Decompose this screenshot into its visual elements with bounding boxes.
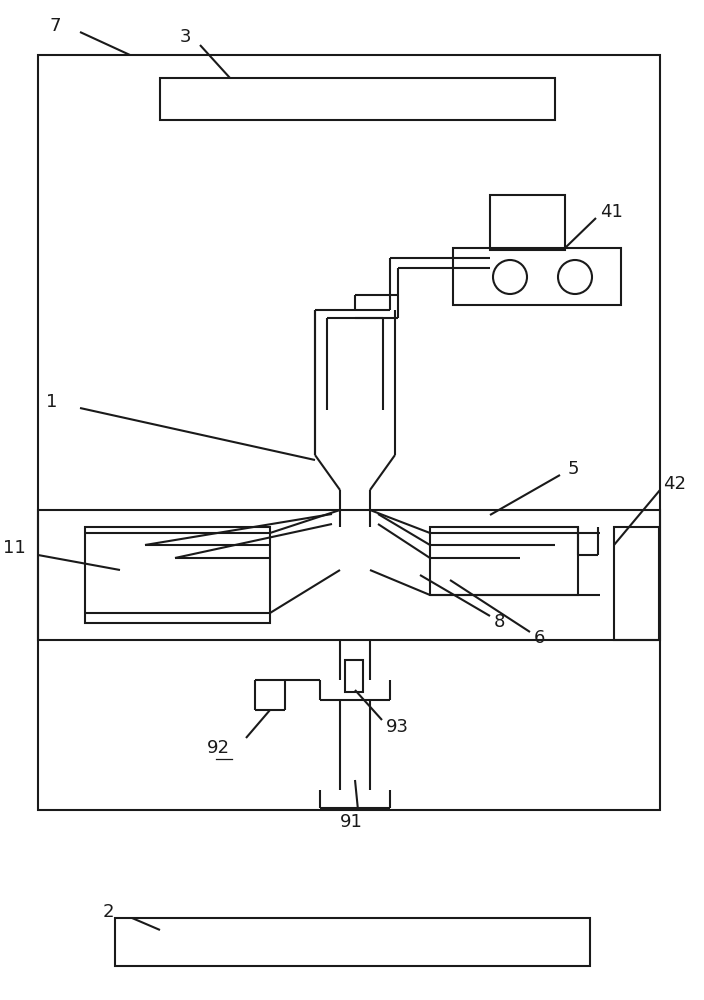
Text: 3: 3 bbox=[180, 28, 191, 46]
Bar bbox=[614, 527, 659, 640]
Text: 11: 11 bbox=[3, 539, 25, 557]
Bar bbox=[160, 78, 555, 120]
Bar bbox=[345, 660, 363, 692]
Bar bbox=[453, 248, 621, 305]
Text: 91: 91 bbox=[340, 813, 363, 831]
Text: 8: 8 bbox=[494, 613, 505, 631]
Text: 92: 92 bbox=[206, 739, 230, 757]
Text: 42: 42 bbox=[663, 475, 686, 493]
Bar bbox=[430, 527, 578, 595]
Text: 1: 1 bbox=[46, 393, 58, 411]
Text: 41: 41 bbox=[600, 203, 623, 221]
Text: 6: 6 bbox=[534, 629, 546, 647]
Bar bbox=[85, 527, 270, 623]
Text: 7: 7 bbox=[49, 17, 61, 35]
Bar bbox=[115, 918, 590, 966]
Bar bbox=[38, 510, 660, 640]
Bar bbox=[38, 55, 660, 810]
Text: 2: 2 bbox=[102, 903, 114, 921]
Bar bbox=[490, 195, 565, 250]
Text: 5: 5 bbox=[568, 460, 579, 478]
Text: 93: 93 bbox=[386, 718, 409, 736]
